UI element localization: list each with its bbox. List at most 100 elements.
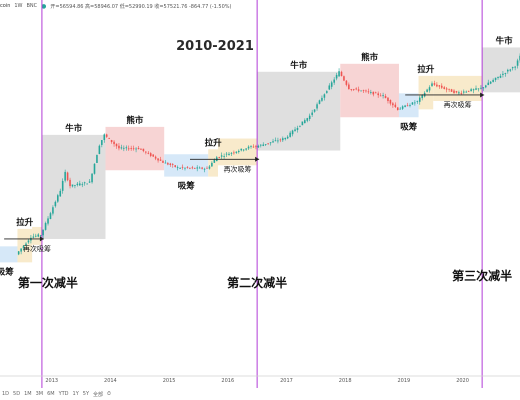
phase-label: 拉升 — [205, 137, 223, 148]
candle — [27, 240, 30, 243]
candle — [74, 185, 76, 186]
phase-box-accum — [398, 93, 419, 118]
candle — [220, 155, 223, 157]
candle — [365, 90, 367, 92]
phase-label: 熊市 — [361, 52, 379, 63]
candle — [64, 171, 66, 181]
candle — [484, 85, 487, 88]
period-button[interactable]: 6M — [47, 391, 55, 397]
candle — [323, 94, 326, 98]
candle — [54, 201, 57, 207]
candle — [316, 104, 318, 109]
candle — [277, 140, 279, 142]
phase-box-bull — [257, 71, 341, 151]
phase-box-pump — [218, 138, 258, 166]
candle — [460, 92, 463, 94]
candle — [340, 71, 343, 77]
candle — [367, 91, 370, 93]
candle — [475, 88, 477, 90]
candle — [135, 148, 137, 150]
candle — [120, 147, 123, 149]
candle — [179, 168, 181, 169]
candle — [81, 184, 84, 186]
candle — [392, 103, 394, 106]
period-button[interactable]: YTD — [58, 391, 69, 397]
period-button[interactable]: 5D — [13, 391, 21, 397]
candle — [372, 91, 375, 95]
candle — [250, 146, 252, 147]
candle — [262, 144, 265, 146]
candle — [44, 223, 47, 230]
phase-box-accum — [0, 246, 18, 263]
candle — [17, 251, 20, 255]
candle — [228, 153, 230, 156]
candle — [203, 168, 206, 170]
candle — [497, 76, 499, 78]
candle — [230, 152, 233, 154]
candle — [350, 89, 353, 91]
candle — [465, 91, 468, 93]
phase-box-pump — [418, 75, 434, 110]
period-button[interactable]: 1M — [24, 391, 32, 397]
period-button[interactable]: 全部 — [93, 391, 104, 398]
candle — [431, 83, 433, 87]
candle — [196, 167, 199, 169]
candle — [171, 164, 174, 165]
candle — [125, 147, 128, 149]
phase-label: 牛市 — [496, 35, 514, 46]
candle — [414, 102, 416, 104]
phase-box-bear — [340, 63, 399, 118]
candle — [145, 151, 147, 153]
candle — [333, 79, 335, 83]
candle — [20, 248, 22, 252]
candle — [387, 97, 389, 102]
candle — [416, 100, 419, 102]
x-tick-label: 2016 — [221, 378, 234, 384]
candle — [132, 148, 135, 150]
candle — [343, 76, 345, 81]
halving-label: 第一次减半 — [18, 275, 78, 290]
period-button[interactable]: 1D — [2, 391, 10, 397]
candle — [477, 88, 480, 90]
candle — [436, 84, 438, 87]
exchange-label: BNC — [26, 3, 38, 9]
candle — [418, 97, 421, 102]
candle — [184, 167, 186, 169]
candle — [154, 156, 157, 159]
candle — [149, 153, 152, 156]
candle — [335, 74, 338, 79]
candle — [123, 147, 125, 149]
candle — [237, 150, 240, 153]
candle — [470, 89, 472, 92]
candle — [32, 236, 35, 238]
interval-label[interactable]: 1W — [14, 3, 23, 9]
candle — [482, 87, 485, 89]
candle — [76, 183, 79, 186]
candle — [267, 143, 269, 145]
candle — [286, 136, 289, 139]
candle — [443, 87, 446, 89]
phase-label: 牛市 — [65, 123, 83, 134]
candle — [110, 140, 113, 143]
candle — [252, 146, 255, 148]
candle — [201, 167, 203, 169]
clock-icon[interactable]: ⏱ — [107, 391, 111, 397]
candle — [426, 89, 428, 92]
candle — [181, 166, 184, 168]
candle — [96, 154, 98, 163]
candle — [279, 139, 282, 141]
candle — [389, 99, 392, 104]
period-button[interactable]: 5Y — [82, 391, 90, 397]
candle — [507, 69, 509, 72]
candle — [377, 93, 379, 96]
candle — [57, 195, 59, 202]
period-button[interactable]: 3M — [35, 391, 44, 397]
phase-box-bull — [41, 134, 106, 239]
candle — [370, 92, 372, 93]
candle — [103, 134, 106, 140]
candle — [502, 73, 504, 75]
period-button[interactable]: 1Y — [72, 391, 79, 397]
candle — [406, 105, 409, 107]
symbol-label[interactable]: coin — [0, 3, 11, 9]
